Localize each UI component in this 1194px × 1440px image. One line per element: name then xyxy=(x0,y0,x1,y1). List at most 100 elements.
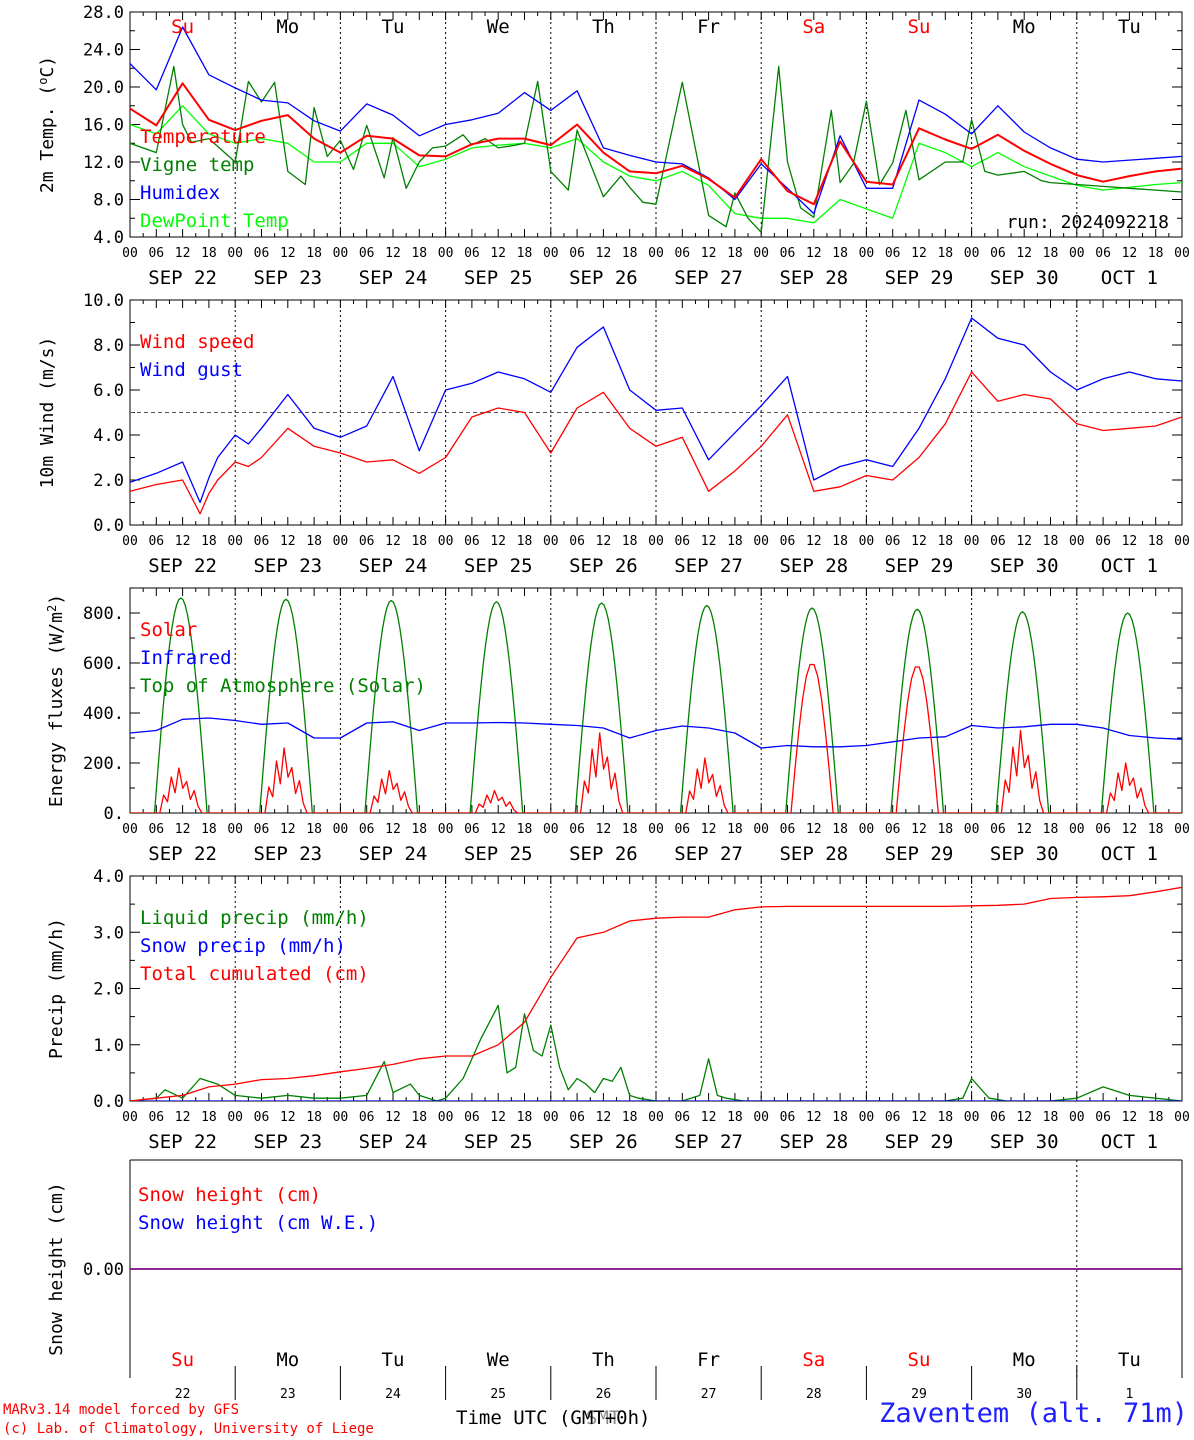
hour-tick-label: 06 xyxy=(1095,822,1111,837)
y-tick-label: 800. xyxy=(83,604,124,624)
hour-tick-label: 06 xyxy=(569,1110,585,1125)
hour-tick-label: 18 xyxy=(727,246,743,261)
hour-tick-label: 06 xyxy=(780,1110,796,1125)
day-name-top: Tu xyxy=(1118,16,1141,38)
hour-tick-label: 12 xyxy=(911,246,927,261)
hour-tick-label: 00 xyxy=(438,822,454,837)
day-name-bottom: Su xyxy=(171,1349,194,1371)
model-credit: MARv3.14 model forced by GFS (c) Lab. of… xyxy=(3,1401,374,1439)
time-axis-label: Time UTC (GMT+0h) xyxy=(456,1407,650,1429)
hour-tick-label: 18 xyxy=(1148,534,1164,549)
hour-tick-label: 06 xyxy=(885,1110,901,1125)
hour-tick-label: 06 xyxy=(780,822,796,837)
date-label: SEP 29 xyxy=(885,555,954,577)
hour-tick-label: 00 xyxy=(227,1110,243,1125)
hour-tick-label: 00 xyxy=(1069,246,1085,261)
hour-tick-label: 06 xyxy=(674,822,690,837)
date-label: SEP 27 xyxy=(674,1131,743,1153)
day-name-bottom: Fr xyxy=(697,1349,720,1371)
date-label: OCT 1 xyxy=(1101,267,1158,289)
date-label: SEP 24 xyxy=(359,267,428,289)
hour-tick-label: 06 xyxy=(990,246,1006,261)
date-label: SEP 25 xyxy=(464,555,533,577)
legend-entry: Wind speed xyxy=(140,331,254,353)
hour-tick-label: 18 xyxy=(201,1110,217,1125)
date-label: SEP 28 xyxy=(779,843,848,865)
hour-tick-label: 18 xyxy=(622,246,638,261)
hour-tick-label: 00 xyxy=(122,534,138,549)
hour-tick-label: 00 xyxy=(964,822,980,837)
day-name-top: Mo xyxy=(276,16,299,38)
hour-tick-label: 18 xyxy=(1043,534,1059,549)
hour-tick-label: 00 xyxy=(227,822,243,837)
time-axis-overlap: SMT xyxy=(586,1407,620,1429)
hour-tick-label: 18 xyxy=(517,1110,533,1125)
y-tick-label: 16.0 xyxy=(83,116,124,136)
date-label: SEP 24 xyxy=(359,1131,428,1153)
credit-line-model: MARv3.14 model forced by GFS xyxy=(3,1402,240,1418)
hour-tick-label: 00 xyxy=(543,246,559,261)
y-tick-label: 0. xyxy=(104,804,124,824)
hour-tick-label: 12 xyxy=(911,822,927,837)
hour-tick-label: 06 xyxy=(254,822,270,837)
hour-tick-label: 00 xyxy=(1174,1110,1190,1125)
day-name-top: Su xyxy=(908,16,931,38)
hour-tick-label: 12 xyxy=(1122,822,1138,837)
hour-tick-label: 06 xyxy=(148,246,164,261)
date-label: SEP 23 xyxy=(253,267,322,289)
day-name-bottom: Th xyxy=(592,1349,615,1371)
hour-tick-label: 18 xyxy=(832,822,848,837)
legend-entry: Snow height (cm W.E.) xyxy=(138,1212,378,1234)
hour-tick-label: 12 xyxy=(701,822,717,837)
hour-tick-label: 06 xyxy=(990,1110,1006,1125)
date-label: SEP 29 xyxy=(885,843,954,865)
hour-tick-label: 00 xyxy=(227,534,243,549)
date-label: SEP 27 xyxy=(674,843,743,865)
hour-tick-label: 00 xyxy=(1174,534,1190,549)
hour-tick-label: 00 xyxy=(753,1110,769,1125)
hour-tick-label: 06 xyxy=(148,822,164,837)
legend-entry: Temperature xyxy=(140,126,266,148)
date-label: SEP 25 xyxy=(464,267,533,289)
unit-close: ) xyxy=(46,594,67,605)
series-line-wind-gust xyxy=(130,317,1182,504)
degree-sign: o xyxy=(36,78,50,85)
series-group-1 xyxy=(130,317,1182,515)
hour-tick-label: 18 xyxy=(306,1110,322,1125)
date-label: SEP 26 xyxy=(569,1131,638,1153)
hour-tick-label: 06 xyxy=(464,246,480,261)
y-tick-label: 1.0 xyxy=(93,1036,124,1056)
hour-tick-label: 12 xyxy=(596,534,612,549)
hour-tick-label: 12 xyxy=(175,822,191,837)
time-axis-title: Time UTC (GMT+0h) xyxy=(456,1407,651,1429)
hour-tick-label: 00 xyxy=(333,534,349,549)
date-label: SEP 30 xyxy=(990,843,1059,865)
hour-tick-label: 12 xyxy=(1122,534,1138,549)
hour-tick-label: 12 xyxy=(280,246,296,261)
hour-tick-label: 18 xyxy=(832,1110,848,1125)
hour-tick-label: 06 xyxy=(464,822,480,837)
date-label: SEP 30 xyxy=(990,267,1059,289)
y-axis-title: Snow height (cm) xyxy=(46,1182,67,1355)
day-number: 27 xyxy=(701,1387,717,1402)
hour-tick-label: 18 xyxy=(517,822,533,837)
date-label: SEP 27 xyxy=(674,267,743,289)
legend-entry: Total cumulated (cm) xyxy=(140,963,369,985)
y-axis-title: Energy fluxes (W/m2) xyxy=(45,594,67,807)
hour-tick-label: 06 xyxy=(569,822,585,837)
hour-tick-label: 12 xyxy=(1016,1110,1032,1125)
hour-tick-label: 00 xyxy=(438,246,454,261)
hour-tick-label: 06 xyxy=(990,534,1006,549)
hour-tick-label: 00 xyxy=(753,822,769,837)
y-tick-label: 12.0 xyxy=(83,153,124,173)
day-number: 25 xyxy=(490,1387,506,1402)
date-label: SEP 22 xyxy=(148,555,217,577)
hour-tick-label: 18 xyxy=(1043,822,1059,837)
day-name-top: Tu xyxy=(382,16,405,38)
day-name-bottom: Mo xyxy=(276,1349,299,1371)
hour-tick-label: 00 xyxy=(859,822,875,837)
day-number: 28 xyxy=(806,1387,822,1402)
date-label: OCT 1 xyxy=(1101,555,1158,577)
hour-tick-label: 18 xyxy=(937,1110,953,1125)
y-tick-label: 2.0 xyxy=(93,471,124,491)
